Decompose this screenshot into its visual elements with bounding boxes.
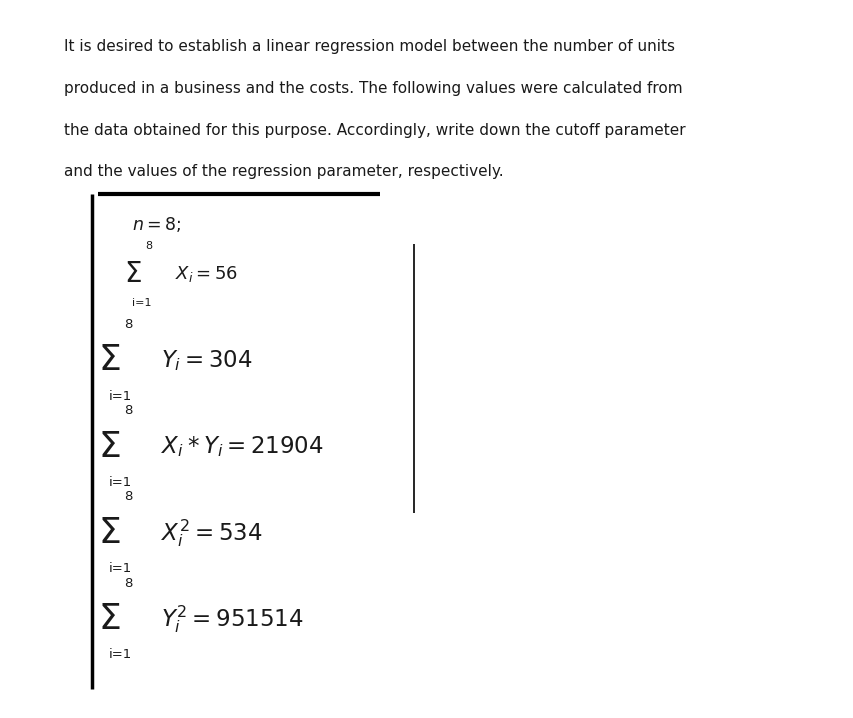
Text: $\Sigma$: $\Sigma$ <box>98 602 120 636</box>
Text: $X_i * Y_i = 21904$: $X_i * Y_i = 21904$ <box>160 434 323 459</box>
Text: $\Sigma$: $\Sigma$ <box>98 343 120 378</box>
Text: $\Sigma$: $\Sigma$ <box>124 261 142 288</box>
Text: $\Sigma$: $\Sigma$ <box>98 516 120 550</box>
Text: 8: 8 <box>145 241 152 251</box>
Text: i=1: i=1 <box>108 476 131 489</box>
Text: the data obtained for this purpose. Accordingly, write down the cutoff parameter: the data obtained for this purpose. Acco… <box>64 123 685 138</box>
Text: i=1: i=1 <box>108 390 131 403</box>
Text: $X_i^2 = 534$: $X_i^2 = 534$ <box>160 517 262 549</box>
Text: It is desired to establish a linear regression model between the number of units: It is desired to establish a linear regr… <box>64 39 674 55</box>
Text: 8: 8 <box>124 490 132 503</box>
Text: $n = 8;$: $n = 8;$ <box>132 215 182 234</box>
Text: $X_i = 56$: $X_i = 56$ <box>175 264 238 284</box>
Text: i=1: i=1 <box>108 562 131 575</box>
Text: i=1: i=1 <box>132 298 152 308</box>
Text: 8: 8 <box>124 577 132 589</box>
Text: 8: 8 <box>124 404 132 417</box>
Text: $Y_i^2 = 951514$: $Y_i^2 = 951514$ <box>160 603 303 635</box>
Text: $\Sigma$: $\Sigma$ <box>98 429 120 464</box>
Text: 8: 8 <box>124 318 132 331</box>
Text: i=1: i=1 <box>108 648 131 661</box>
Text: and the values of the regression parameter, respectively.: and the values of the regression paramet… <box>64 164 503 180</box>
Text: $Y_i = 304$: $Y_i = 304$ <box>160 348 252 373</box>
Text: produced in a business and the costs. The following values were calculated from: produced in a business and the costs. Th… <box>64 81 682 96</box>
